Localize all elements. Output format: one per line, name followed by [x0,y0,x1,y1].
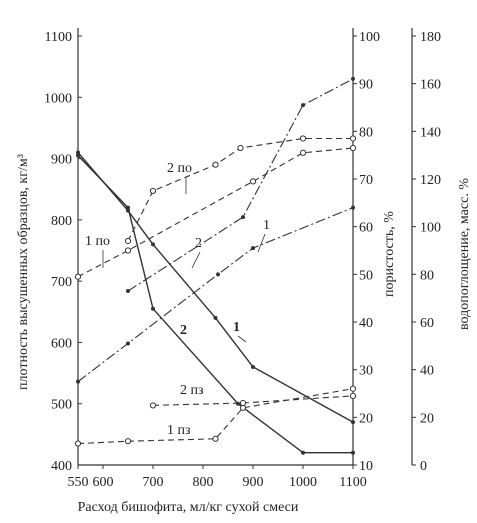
series-marker [76,150,80,155]
series-marker [249,178,257,185]
porosity-axis-title: пористость, % [382,211,397,297]
x-tick-label: 800 [193,475,214,490]
density-tick-label: 1000 [44,91,72,106]
density-tick-label: 500 [51,398,72,413]
series-marker [213,315,218,320]
series-line-2 [77,207,354,383]
porosity-tick-label: 70 [359,173,373,188]
porosity-tick-label: 60 [359,221,373,236]
absorption-tick-label: 120 [420,173,441,188]
series-marker [241,215,245,220]
density-tick-label: 600 [51,336,72,351]
density-axis-title: плотность высушенных образцов, кг/м³ [16,154,31,390]
density-tick-label: 800 [51,214,72,229]
series-marker [151,242,155,247]
porosity-tick-label: 100 [359,30,380,45]
series-label: 1 [233,320,240,335]
series-line-3 [127,78,354,292]
series-marker [237,144,244,152]
series-marker [76,379,80,384]
porosity-tick-label: 80 [359,125,373,140]
series-marker [301,450,305,455]
absorption-tick-label: 140 [420,125,441,140]
series-marker [299,135,307,142]
series-marker [349,135,357,142]
series-marker [126,289,130,294]
absorption-tick-label: 80 [420,268,434,283]
series-marker [239,399,247,407]
absorption-tick-label: 40 [420,364,434,379]
series-marker [149,187,157,195]
series-marker [251,364,255,369]
density-tick-label: 400 [51,459,72,474]
porosity-tick-label: 40 [359,316,373,331]
x-tick-label: 700 [143,475,164,490]
series-line-0 [77,151,354,423]
density-tick-label: 1100 [45,30,72,45]
series-label: 2 [195,236,202,251]
density-tick-label: 700 [51,275,72,290]
series-marker [349,392,357,399]
series-label: 2 пз [180,383,204,398]
series-marker [74,440,82,447]
density-tick-label: 900 [51,153,72,168]
series-label: 1 по [85,234,110,249]
series-marker [351,205,355,210]
series-marker [349,385,357,392]
series-marker [126,341,130,346]
series-label: 1 [263,218,270,233]
x-tick-label: 1100 [339,475,366,490]
series-label: 2 [180,323,187,338]
series-label-leader [191,251,201,269]
series-marker [349,144,357,152]
series-marker [351,420,355,425]
series-marker [299,149,307,156]
series-label-leader [237,335,247,343]
series-marker [76,153,80,158]
series-marker [301,103,305,108]
series-label: 1 пз [167,423,191,438]
series-marker [149,402,157,409]
absorption-tick-label: 20 [420,411,434,426]
series-marker [251,246,255,251]
series-line-4 [77,147,354,278]
series-marker [212,435,219,442]
absorption-axis-title: водопоглощение, масс. % [457,178,472,330]
porosity-tick-label: 10 [359,459,373,474]
series-line-5 [127,137,353,242]
series-marker [351,76,355,81]
absorption-tick-label: 60 [420,316,434,331]
absorption-tick-label: 180 [420,30,441,45]
absorption-tick-label: 100 [420,221,441,236]
x-axis-title: Расход бишофита, мл/кг сухой смеси [78,500,299,515]
series-marker [124,237,132,245]
series-marker [124,438,132,445]
porosity-tick-label: 30 [359,364,373,379]
series-marker [126,205,130,210]
x-tick-label: 600 [93,475,114,490]
porosity-tick-label: 20 [359,411,373,426]
series-marker [212,161,219,168]
series-marker [74,273,82,280]
series-marker [151,306,155,311]
x-tick-label: 900 [243,475,264,490]
series-marker [124,247,132,254]
x-tick-label: 1000 [289,475,317,490]
series-marker [351,450,355,455]
series-label-leader [257,233,266,253]
series-line-6 [77,388,354,445]
absorption-tick-label: 0 [420,459,427,474]
porosity-tick-label: 90 [359,78,373,93]
porosity-tick-label: 50 [359,268,373,283]
series-marker [216,272,220,277]
series-line-1 [77,155,353,454]
series-label: 2 по [167,161,192,176]
x-tick-label: 550 [68,475,89,490]
absorption-tick-label: 160 [420,78,441,93]
